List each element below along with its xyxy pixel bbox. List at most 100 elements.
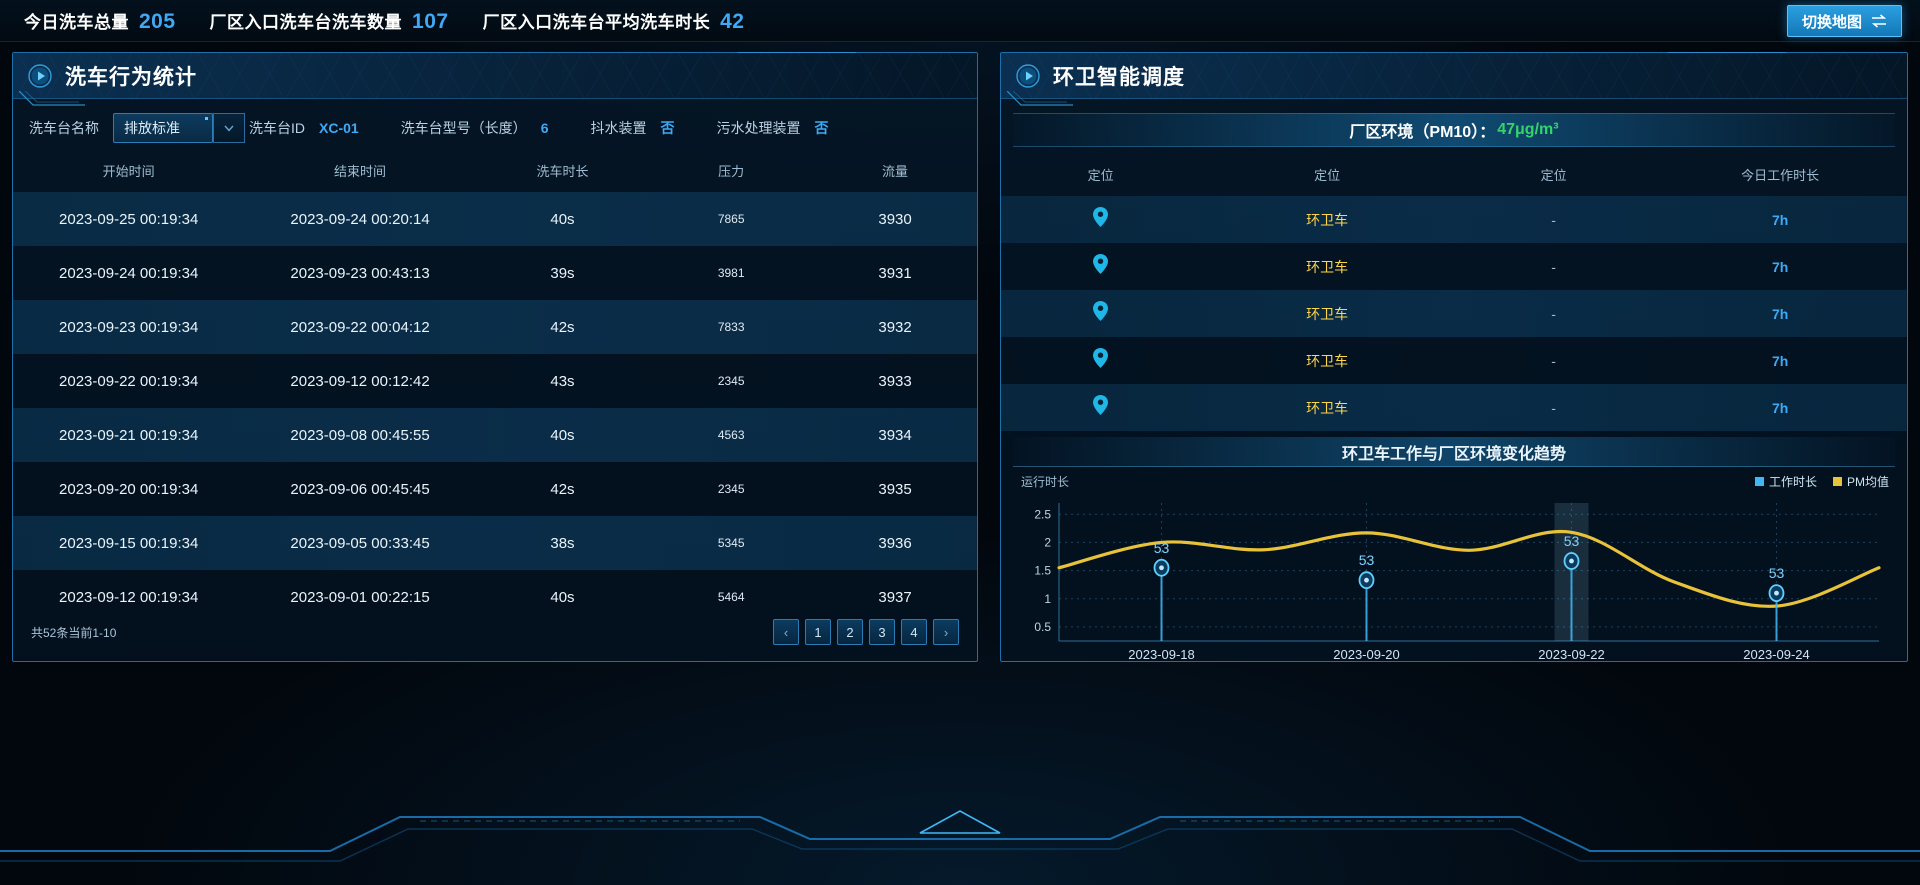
svg-text:2023-09-22: 2023-09-22 xyxy=(1538,647,1605,662)
pagination-next-button[interactable]: › xyxy=(933,619,959,645)
table-row[interactable]: 2023-09-15 00:19:34 2023-09-05 00:33:45 … xyxy=(13,516,977,570)
table-row[interactable]: 2023-09-20 00:19:34 2023-09-06 00:45:45 … xyxy=(13,462,977,516)
column-location-3: 定位 xyxy=(1540,168,1567,183)
svg-text:2023-09-18: 2023-09-18 xyxy=(1128,647,1195,662)
legend-swatch-pm-average xyxy=(1832,477,1842,486)
cell-flow: 3933 xyxy=(878,372,912,390)
table-row[interactable]: 2023-09-25 00:19:34 2023-09-24 00:20:14 … xyxy=(13,192,977,246)
column-start-time: 开始时间 xyxy=(102,164,155,179)
table-row[interactable]: 2023-09-22 00:19:34 2023-09-12 00:12:42 … xyxy=(13,354,977,408)
chart-y-axis-label: 运行时长 xyxy=(1021,475,1070,489)
table-row[interactable]: 环卫车 - 7h xyxy=(1001,384,1907,431)
cell-location-icon[interactable] xyxy=(1001,290,1200,337)
cell-start-time: 2023-09-25 00:19:34 xyxy=(59,210,199,228)
stat-label: 厂区入口洗车台平均洗车时长 xyxy=(482,12,711,32)
table-header-row: 开始时间 结束时间 洗车时长 压力 流量 xyxy=(13,153,977,192)
svg-text:0.5: 0.5 xyxy=(1034,620,1051,634)
wash-station-filter-row: 洗车台名称 排放标准 洗车台ID XC-01 洗车台型号（长度） 6 抖水装置 … xyxy=(13,99,977,153)
stat-value: 107 xyxy=(412,9,449,33)
table-row[interactable]: 2023-09-12 00:19:34 2023-09-01 00:22:15 … xyxy=(13,570,977,624)
svg-text:1: 1 xyxy=(1044,592,1051,606)
cell-pressure: 7833 xyxy=(717,320,745,334)
trend-chart: 运行时长 工作时长 PM均值 0.5 1 1.5 2 2.5 2023-09-18 2023… xyxy=(1015,473,1897,668)
pagination-buttons: ‹ 1 2 3 4 › xyxy=(773,619,959,645)
table-row[interactable]: 2023-09-21 00:19:34 2023-09-08 00:45:55 … xyxy=(13,408,977,462)
location-pin-icon[interactable] xyxy=(1093,254,1109,278)
header-corner-decoration xyxy=(1006,90,1077,107)
panel-title: 环卫智能调度 xyxy=(1053,65,1185,89)
svg-text:2023-09-20: 2023-09-20 xyxy=(1333,647,1400,662)
cell-location-icon[interactable] xyxy=(1001,384,1200,431)
cell-status: - xyxy=(1551,399,1556,416)
cell-flow: 3934 xyxy=(878,426,912,444)
wash-records-table: 开始时间 结束时间 洗车时长 压力 流量 2023-09-25 00:19:34… xyxy=(13,153,977,624)
location-pin-icon[interactable] xyxy=(1093,348,1109,372)
cell-flow: 3931 xyxy=(878,264,912,282)
cell-pressure: 2345 xyxy=(717,374,745,388)
pagination-page-1[interactable]: 1 xyxy=(805,619,831,645)
cell-flow: 3935 xyxy=(878,480,912,498)
location-pin-icon[interactable] xyxy=(1093,301,1109,325)
panel-title: 洗车行为统计 xyxy=(65,65,197,89)
svg-text:53: 53 xyxy=(1359,552,1375,568)
svg-text:2: 2 xyxy=(1044,535,1051,549)
panel-header: 环卫智能调度 xyxy=(1001,53,1907,106)
cell-pressure: 3981 xyxy=(717,266,745,280)
station-name-select[interactable]: 排放标准 xyxy=(113,113,245,143)
column-flow: 流量 xyxy=(882,164,909,179)
legend-item-work-hours[interactable]: 工作时长 xyxy=(1754,473,1817,490)
cell-end-time: 2023-09-23 00:43:13 xyxy=(290,264,430,282)
cell-vehicle-name: 环卫车 xyxy=(1306,305,1349,322)
svg-text:2.5: 2.5 xyxy=(1034,507,1051,521)
column-location-1: 定位 xyxy=(1087,168,1114,183)
location-pin-icon[interactable] xyxy=(1093,395,1109,419)
table-row[interactable]: 2023-09-24 00:19:34 2023-09-23 00:43:13 … xyxy=(13,246,977,300)
cell-work-hours: 7h xyxy=(1771,305,1789,322)
pagination-prev-button[interactable]: ‹ xyxy=(773,619,799,645)
shaker-device-value: 否 xyxy=(660,120,675,136)
cell-vehicle-name: 环卫车 xyxy=(1306,211,1349,228)
legend-item-pm-average[interactable]: PM均值 xyxy=(1832,473,1889,490)
vehicle-dispatch-body: 环卫车 - 7h 环卫车 - 7h xyxy=(1001,196,1907,431)
legend-swatch-work-hours xyxy=(1754,477,1764,486)
cell-work-hours: 7h xyxy=(1771,211,1789,228)
play-diamond-icon xyxy=(1015,63,1041,89)
table-row[interactable]: 环卫车 - 7h xyxy=(1001,337,1907,384)
cell-location-icon[interactable] xyxy=(1001,243,1200,290)
pagination-page-3[interactable]: 3 xyxy=(869,619,895,645)
cell-location-icon[interactable] xyxy=(1001,196,1200,243)
cell-end-time: 2023-09-01 00:22:15 xyxy=(290,588,430,606)
cell-duration: 42s xyxy=(550,318,575,336)
station-name-select-value: 排放标准 xyxy=(124,120,180,136)
pagination-page-4[interactable]: 4 xyxy=(901,619,927,645)
table-row[interactable]: 2023-09-23 00:19:34 2023-09-22 00:04:12 … xyxy=(13,300,977,354)
cell-flow: 3937 xyxy=(878,588,912,606)
cell-end-time: 2023-09-12 00:12:42 xyxy=(290,372,430,390)
pm10-label: 厂区环境（PM10）： xyxy=(1349,124,1496,141)
svg-text:2023-09-24: 2023-09-24 xyxy=(1743,647,1810,662)
stat-label: 厂区入口洗车台洗车数量 xyxy=(209,12,403,32)
cell-work-hours: 7h xyxy=(1771,258,1789,275)
stat-item: 今日洗车总量 205 xyxy=(24,8,176,34)
pagination-page-2[interactable]: 2 xyxy=(837,619,863,645)
station-model-label: 洗车台型号（长度） xyxy=(400,120,527,136)
cell-work-hours: 7h xyxy=(1771,399,1789,416)
cell-flow: 3932 xyxy=(878,318,912,336)
table-row[interactable]: 环卫车 - 7h xyxy=(1001,243,1907,290)
table-row[interactable]: 环卫车 - 7h xyxy=(1001,290,1907,337)
cell-end-time: 2023-09-22 00:04:12 xyxy=(290,318,430,336)
chart-legend: 工作时长 PM均值 xyxy=(1754,473,1889,490)
chevron-down-icon[interactable] xyxy=(213,113,245,143)
cell-vehicle-name: 环卫车 xyxy=(1306,399,1349,416)
location-pin-icon[interactable] xyxy=(1093,207,1109,231)
cell-start-time: 2023-09-15 00:19:34 xyxy=(59,534,199,552)
sanitation-dispatch-panel: 环卫智能调度 厂区环境（PM10）： 47μg/m³ 定位 定位 定位 今日工作… xyxy=(1000,52,1908,662)
svg-text:53: 53 xyxy=(1564,533,1580,549)
cell-start-time: 2023-09-24 00:19:34 xyxy=(59,264,199,282)
switch-map-label: 切换地图 xyxy=(1801,13,1862,31)
switch-map-button[interactable]: 切换地图 xyxy=(1786,5,1902,37)
chart-canvas: 0.5 1 1.5 2 2.5 2023-09-18 2023-09-20 2023-09-2… xyxy=(1034,503,1881,662)
table-row[interactable]: 环卫车 - 7h xyxy=(1001,196,1907,243)
cell-location-icon[interactable] xyxy=(1001,337,1200,384)
shaker-device-label: 抖水装置 xyxy=(590,120,647,136)
